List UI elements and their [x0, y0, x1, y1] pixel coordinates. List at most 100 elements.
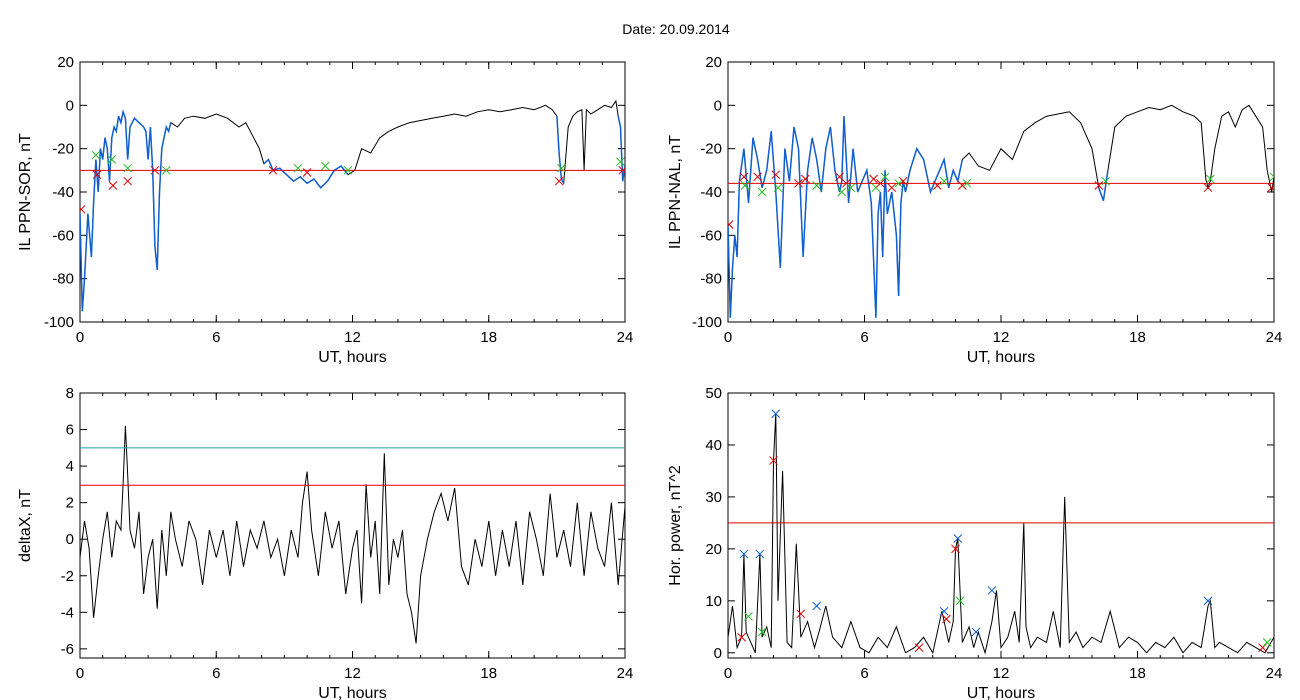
x-marker — [1101, 176, 1111, 186]
x-marker — [812, 181, 822, 190]
x-marker — [914, 643, 924, 652]
x-marker — [91, 150, 101, 160]
series-line — [728, 104, 1274, 318]
plot-area — [80, 425, 625, 644]
y-tick-label: -6 — [61, 641, 74, 658]
x-marker — [876, 178, 885, 188]
x-marker — [739, 549, 749, 559]
x-marker — [898, 176, 908, 186]
x-marker — [769, 456, 778, 465]
x-marker — [951, 544, 960, 554]
plot-frame — [79, 392, 626, 659]
y-axis-title: IL PPN-SOR, nT — [17, 133, 34, 251]
y-tick-label: 20 — [57, 54, 74, 71]
y-tick-label: 20 — [705, 541, 722, 558]
x-marker — [753, 172, 762, 182]
x-tick-label: 18 — [1129, 665, 1146, 682]
y-tick-label: -80 — [52, 271, 74, 288]
x-marker — [987, 586, 997, 595]
panel-sor: 0 6 12 18 24 -100 -80 -60 -40 -20 0 20 UT, hours IL P… — [17, 54, 633, 366]
highlight-segment — [617, 116, 625, 182]
x-marker — [837, 187, 847, 197]
x-marker — [616, 157, 625, 167]
x-marker — [80, 204, 86, 214]
x-marker — [812, 601, 822, 611]
y-axis-title: deltaX, nT — [17, 489, 34, 562]
x-tick-label: 6 — [212, 665, 220, 682]
y-tick-label: -100 — [692, 314, 722, 331]
x-marker — [939, 176, 949, 186]
x-tick-label: 0 — [724, 329, 732, 346]
plot-frame — [79, 61, 626, 323]
x-tick-label: 0 — [76, 665, 84, 682]
y-tick-label: -20 — [700, 141, 722, 158]
y-tick-label: -40 — [52, 184, 74, 201]
y-tick-label: 30 — [705, 489, 722, 506]
x-axis-title: UT, hours — [967, 685, 1035, 700]
series-line — [80, 99, 625, 312]
y-tick-label: 20 — [705, 54, 722, 71]
x-tick-label: 18 — [480, 329, 497, 346]
x-marker — [846, 183, 856, 193]
y-tick-label: 0 — [66, 97, 74, 114]
x-marker — [1262, 638, 1272, 647]
x-marker — [108, 181, 118, 190]
x-tick-label: 0 — [76, 329, 84, 346]
x-marker — [796, 609, 806, 619]
panel-hpower: 0 6 12 18 24 0 10 20 30 40 50 UT, hours Hor. power, … — [667, 385, 1282, 700]
y-axis-title: Hor. power, nT^2 — [667, 465, 684, 586]
x-tick-label: 18 — [480, 665, 497, 682]
x-marker — [739, 172, 749, 182]
x-marker — [962, 178, 972, 188]
x-marker — [773, 183, 783, 193]
highlight-segment — [1098, 170, 1109, 201]
x-marker — [932, 181, 942, 190]
y-tick-label: -100 — [44, 314, 74, 331]
plot-area — [728, 409, 1274, 655]
x-tick-label: 24 — [617, 665, 634, 682]
y-tick-label: -80 — [700, 271, 722, 288]
x-tick-label: 18 — [1129, 329, 1146, 346]
y-tick-label: 4 — [66, 458, 74, 475]
y-tick-label: 0 — [714, 97, 722, 114]
x-marker — [302, 168, 312, 177]
x-marker — [939, 606, 949, 616]
y-tick-label: 8 — [66, 385, 74, 402]
y-tick-label: 50 — [705, 385, 722, 402]
plot-area — [728, 104, 1274, 318]
x-marker — [618, 165, 625, 175]
y-tick-label: 0 — [714, 645, 722, 662]
x-marker — [869, 174, 878, 184]
series-line — [728, 413, 1274, 655]
x-marker — [123, 163, 133, 173]
x-tick-label: 12 — [993, 665, 1010, 682]
x-tick-label: 12 — [344, 665, 361, 682]
x-marker — [957, 181, 967, 190]
x-marker — [1094, 181, 1104, 190]
plot-frame — [727, 61, 1275, 323]
panel-nal: 0 6 12 18 24 -100 -80 -60 -40 -20 0 20 UT, hours IL P… — [667, 54, 1282, 366]
x-marker — [293, 163, 303, 173]
y-tick-label: 0 — [66, 531, 74, 548]
x-tick-label: 6 — [860, 329, 868, 346]
x-marker — [1269, 172, 1274, 182]
x-marker — [953, 534, 963, 543]
x-axis-title: UT, hours — [318, 349, 386, 366]
x-marker — [880, 172, 890, 182]
x-marker — [557, 163, 566, 173]
y-tick-label: 2 — [66, 495, 74, 512]
x-marker — [161, 165, 171, 175]
plot-frame — [727, 392, 1275, 659]
x-marker — [1267, 183, 1274, 193]
x-marker — [757, 187, 767, 197]
y-axis-title: IL PPN-NAL, nT — [667, 135, 684, 249]
x-axis-title: UT, hours — [967, 349, 1035, 366]
x-marker — [800, 174, 810, 184]
y-tick-label: -20 — [52, 141, 74, 158]
y-tick-label: 10 — [705, 593, 722, 610]
x-tick-label: 0 — [724, 665, 732, 682]
x-tick-label: 6 — [860, 665, 868, 682]
x-tick-label: 6 — [212, 329, 220, 346]
x-marker — [755, 549, 765, 559]
